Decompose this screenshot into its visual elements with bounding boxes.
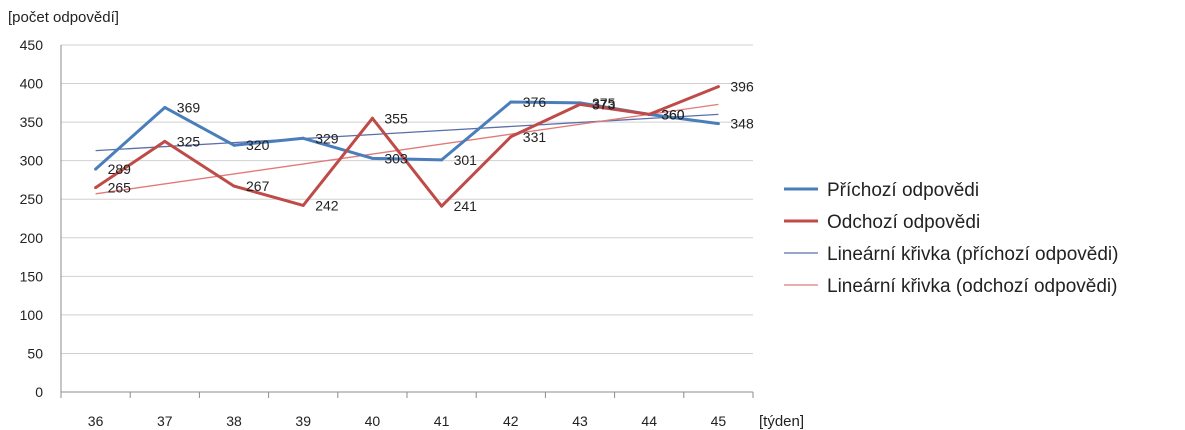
data-label: 303	[384, 150, 408, 166]
data-point	[232, 184, 236, 188]
data-label: 360	[661, 106, 685, 122]
data-point	[370, 116, 374, 120]
x-tick-label: 36	[88, 413, 104, 429]
x-tick-label: 45	[711, 413, 727, 429]
trend-line-2	[95, 113, 719, 152]
y-tick-label: 250	[20, 191, 44, 207]
y-tick-label: 150	[20, 268, 44, 284]
data-point	[163, 139, 167, 143]
x-axis-ticks: 36 37 38 39 40 41 42 43 44 45	[88, 413, 727, 429]
x-axis-title: [týden]	[759, 413, 804, 430]
data-label: 375	[592, 95, 616, 111]
data-point	[509, 135, 513, 139]
data-label: 331	[523, 129, 547, 145]
y-tick-label: 50	[27, 345, 43, 361]
data-label: 329	[315, 130, 339, 146]
trend-lines	[95, 103, 719, 195]
data-point	[163, 105, 167, 109]
data-label: 360	[661, 106, 685, 122]
y-tick-label: 0	[35, 384, 43, 400]
data-point	[716, 85, 720, 89]
legend-entry: Odchozí odpovědi	[827, 212, 980, 233]
data-label: 241	[454, 198, 478, 214]
data-point	[440, 204, 444, 208]
x-tick-label: 44	[641, 413, 657, 429]
x-tick-label: 43	[572, 413, 588, 429]
data-label: 325	[177, 133, 201, 149]
y-axis-ticks: 0 50 100 150 200 250 300 350 400 450	[20, 37, 44, 400]
data-labels: 289 369 320 329 303 301 376 375 360 348 265 325 267 2…	[108, 79, 754, 215]
x-tick-label: 41	[434, 413, 450, 429]
data-label: 348	[730, 116, 754, 132]
data-label: 376	[523, 94, 547, 110]
data-point	[301, 136, 305, 140]
y-tick-label: 350	[20, 114, 44, 130]
data-label: 369	[177, 99, 201, 115]
data-point	[440, 158, 444, 162]
data-label: 396	[730, 79, 754, 95]
y-tick-label: 300	[20, 153, 44, 169]
data-label: 320	[246, 137, 270, 153]
data-label: 289	[108, 161, 132, 177]
data-point	[370, 156, 374, 160]
legend-entry: Lineární křivka (odchozí odpovědi)	[827, 276, 1117, 297]
x-tick-label: 40	[365, 413, 381, 429]
y-tick-label: 450	[20, 37, 44, 53]
data-point	[578, 102, 582, 106]
x-tick-label: 42	[503, 413, 519, 429]
trend-line-3	[95, 103, 719, 195]
data-label: 267	[246, 178, 270, 194]
grid	[60, 44, 754, 398]
x-tick-label: 39	[295, 413, 311, 429]
data-point	[647, 112, 651, 116]
data-point	[509, 100, 513, 104]
legend: Příchozí odpovědi Odchozí odpovědi Lineárn…	[784, 180, 1118, 297]
data-point	[94, 167, 98, 171]
x-tick-label: 38	[226, 413, 242, 429]
data-label: 373	[592, 96, 616, 112]
series-lines	[94, 85, 720, 208]
data-label: 242	[315, 197, 339, 213]
series-line-1	[94, 85, 719, 208]
legend-entry: Lineární křivka (příchozí odpovědi)	[827, 244, 1118, 265]
data-label: 265	[108, 180, 132, 196]
data-point	[716, 122, 720, 126]
y-tick-label: 100	[20, 307, 44, 323]
y-tick-label: 200	[20, 230, 44, 246]
y-tick-label: 400	[20, 76, 44, 92]
data-label: 355	[384, 110, 408, 126]
data-point	[301, 203, 305, 207]
legend-entry: Příchozí odpovědi	[827, 180, 979, 201]
x-tick-label: 37	[157, 413, 173, 429]
data-point	[94, 186, 98, 190]
y-axis-title: [počet odpovědí]	[8, 9, 119, 26]
data-point	[232, 143, 236, 147]
data-label: 301	[454, 152, 478, 168]
